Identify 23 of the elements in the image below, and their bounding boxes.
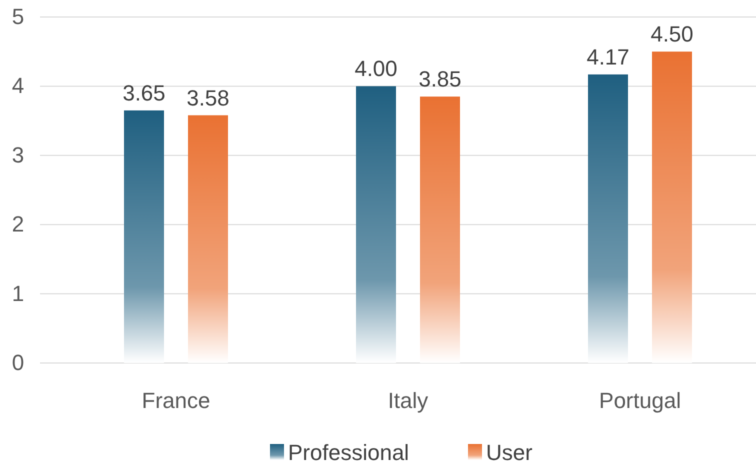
- y-tick-label: 2: [12, 212, 24, 237]
- x-tick-label: Italy: [388, 388, 428, 413]
- x-tick-label: France: [142, 388, 210, 413]
- data-label: 4.50: [650, 22, 694, 47]
- y-tick-label: 0: [12, 350, 24, 375]
- y-tick-label: 4: [12, 73, 24, 98]
- bar: [188, 115, 228, 363]
- bar: [356, 86, 396, 363]
- bar: [652, 52, 692, 363]
- data-label: 4.00: [354, 56, 398, 82]
- y-tick-label: 5: [12, 4, 24, 29]
- bar: [420, 96, 460, 363]
- y-tick-label: 3: [12, 142, 24, 168]
- data-label: 4.17: [586, 44, 630, 70]
- data-label: 3.85: [418, 66, 462, 92]
- x-tick-label: Portugal: [599, 388, 681, 413]
- bar: [588, 74, 628, 363]
- bar: [124, 110, 164, 363]
- y-tick-label: 1: [12, 280, 24, 306]
- legend-label: User: [486, 440, 532, 465]
- data-label: 3.65: [122, 80, 166, 106]
- legend-label: Professional: [288, 440, 410, 465]
- data-label: 3.58: [186, 85, 230, 110]
